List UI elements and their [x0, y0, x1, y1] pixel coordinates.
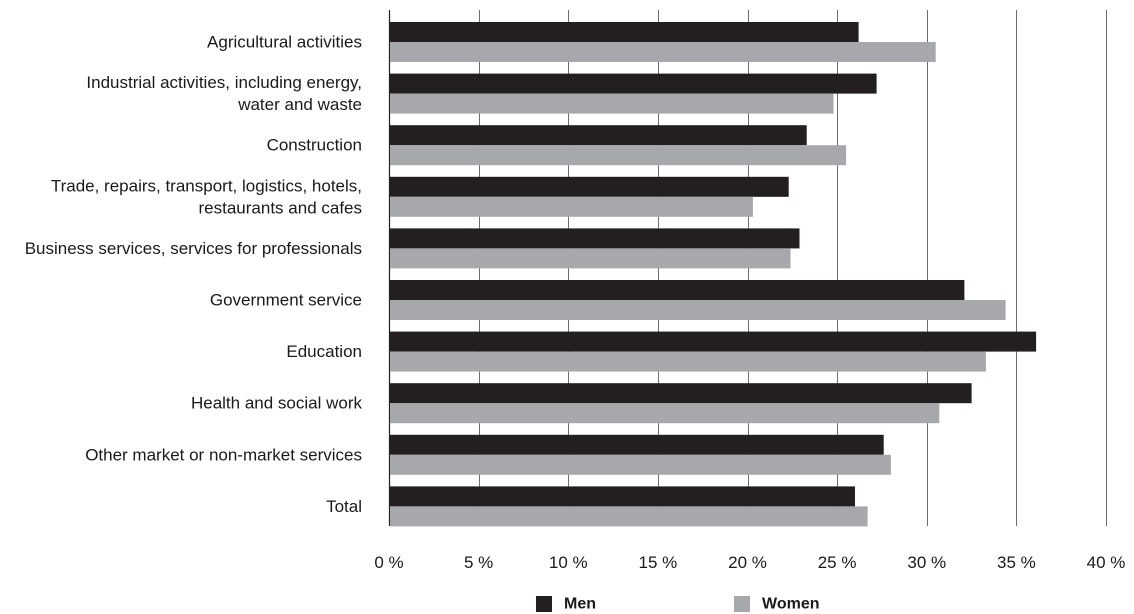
legend-label-men: Men	[564, 596, 596, 613]
bar-women	[390, 93, 834, 114]
bar-men	[390, 383, 972, 404]
category-label: Government service	[210, 291, 362, 310]
bar-men	[390, 22, 859, 42]
category-label: Industrial activities, including energy,	[86, 73, 362, 92]
bar-women	[390, 506, 868, 527]
category-label: Business services, services for professi…	[25, 239, 362, 258]
bar-men	[390, 228, 800, 249]
bar-women	[390, 248, 791, 269]
category-label: Health and social work	[191, 394, 363, 413]
x-tick-label: 0 %	[374, 553, 403, 572]
bar-women	[390, 403, 940, 424]
bars	[390, 22, 1037, 527]
x-tick-label: 5 %	[464, 553, 493, 572]
legend-swatch-women	[734, 596, 750, 612]
bar-women	[390, 454, 891, 475]
x-tick-label: 20 %	[728, 553, 767, 572]
x-tick-label: 35 %	[997, 553, 1036, 572]
category-labels: Agricultural activities Industrial activi…	[25, 33, 363, 516]
bar-men	[390, 280, 965, 300]
category-label: restaurants and cafes	[199, 198, 362, 217]
category-label: Trade, repairs, transport, logistics, ho…	[51, 176, 362, 195]
bar-women	[390, 351, 986, 372]
x-tick-label: 10 %	[549, 553, 588, 572]
bar-men	[390, 125, 807, 146]
bar-men	[390, 434, 884, 455]
bar-men	[390, 73, 877, 94]
bar-men	[390, 176, 789, 197]
category-label: Other market or non-market services	[85, 445, 362, 464]
bar-men	[390, 331, 1037, 352]
bar-women	[390, 300, 1006, 320]
x-tick-label: 30 %	[907, 553, 946, 572]
bar-women	[390, 145, 847, 166]
category-label: Total	[326, 497, 362, 516]
x-tick-label: 25 %	[818, 553, 857, 572]
legend-label-women: Women	[762, 596, 819, 613]
bar-men	[390, 486, 855, 507]
bar-women	[390, 42, 936, 62]
bar-women	[390, 196, 753, 217]
legend-swatch-men	[536, 596, 552, 612]
category-label: Education	[286, 342, 362, 361]
category-label: water and waste	[237, 95, 362, 114]
legend: Men Women	[536, 596, 819, 613]
category-label: Construction	[267, 136, 362, 155]
x-tick-label: 40 %	[1087, 553, 1126, 572]
x-axis-ticks: 0 % 5 % 10 % 15 % 20 % 25 % 30 % 35 % 40 %	[374, 553, 1125, 572]
x-tick-label: 15 %	[639, 553, 678, 572]
category-label: Agricultural activities	[207, 33, 362, 52]
